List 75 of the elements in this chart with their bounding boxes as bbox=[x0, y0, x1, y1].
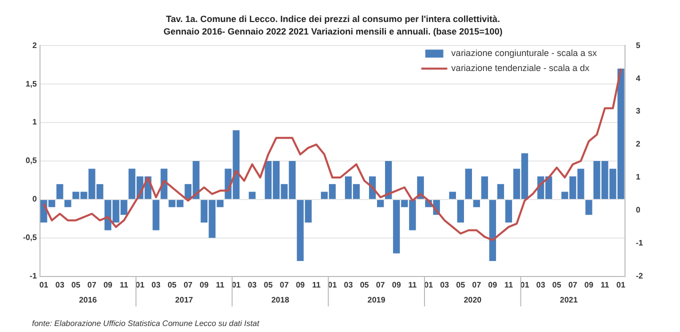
x-tick-label: 07 bbox=[472, 280, 482, 290]
x-tick-label: 11 bbox=[120, 280, 129, 290]
y-tick-label: 1,5 bbox=[26, 79, 38, 88]
y2-tick-label: 4 bbox=[636, 74, 641, 83]
x-tick-label: 03 bbox=[55, 280, 65, 290]
x-tick-label: 01 bbox=[136, 280, 145, 290]
x-tick-label: 07 bbox=[280, 280, 290, 290]
bar bbox=[465, 168, 472, 199]
text: 2019 bbox=[368, 296, 386, 305]
x-tick-label: 09 bbox=[296, 280, 306, 290]
text: 2016 bbox=[78, 296, 98, 305]
y-tick-label: 1 bbox=[32, 118, 38, 127]
chart-subtitle: Gennaio 2016- Gennaio 2022 2021 Variazioni mensili e annuali. (base 2015=100) bbox=[164, 26, 502, 37]
legend-label: variazione congiunturale - scala a sx bbox=[451, 48, 598, 58]
bar bbox=[64, 200, 72, 208]
x-tick-label: 09 bbox=[200, 280, 210, 290]
y2-tick-label: 1 bbox=[636, 172, 641, 182]
bar bbox=[56, 184, 64, 199]
y-tick-label: -0,5 bbox=[22, 233, 38, 242]
x-tick-label: 03 bbox=[344, 280, 354, 290]
x-tick-label: 05 bbox=[264, 280, 274, 290]
text: 2017 bbox=[175, 296, 194, 305]
bar bbox=[497, 184, 504, 199]
x-tick-label: 05 bbox=[456, 280, 466, 290]
bar bbox=[489, 200, 496, 262]
y2-tick-label: 3 bbox=[636, 106, 641, 116]
x-tick-label: 07 bbox=[87, 280, 97, 290]
x-tick-label: 11 bbox=[600, 280, 610, 290]
x-tick-label: 09 bbox=[584, 280, 594, 290]
y-tick-label: 2 bbox=[32, 40, 38, 50]
bar bbox=[248, 192, 256, 199]
chart-title: Tav. 1a. Comune di Lecco. Indice dei prezzi al consumo per l'intera collettività. bbox=[166, 14, 500, 24]
bar bbox=[377, 200, 384, 208]
x-tick-label: 01 bbox=[328, 280, 338, 290]
x-tick-label: 09 bbox=[488, 280, 498, 290]
x-tick-label: 03 bbox=[152, 280, 161, 290]
x-tick-label: 03 bbox=[440, 280, 450, 290]
y-tick-label: -1 bbox=[30, 272, 38, 281]
bar bbox=[481, 176, 488, 199]
x-tick-label: 01 bbox=[39, 280, 49, 290]
source-note: fonte: Elaborazione Ufficio Statistica Comune Lecco su dati Istat bbox=[32, 319, 260, 328]
text: 2020 bbox=[464, 296, 482, 305]
x-tick-label: 11 bbox=[408, 280, 418, 290]
bar bbox=[585, 200, 592, 215]
legend-label: variazione tendenziale - scala a dx bbox=[451, 63, 590, 74]
x-tick-label: 05 bbox=[552, 280, 562, 290]
bar bbox=[473, 200, 480, 208]
y-tick-label: 0,5 bbox=[26, 156, 38, 166]
x-tick-label: 07 bbox=[184, 280, 194, 290]
x-tick-label: 11 bbox=[216, 280, 225, 290]
y2-tick-label: 0 bbox=[636, 206, 641, 215]
x-tick-label: 05 bbox=[168, 280, 178, 290]
bar bbox=[505, 200, 512, 223]
x-tick-label: 09 bbox=[392, 280, 402, 290]
y2-tick-label: 5 bbox=[636, 40, 641, 50]
y2-tick-label: -2 bbox=[636, 272, 644, 281]
x-tick-label: 03 bbox=[248, 280, 258, 290]
bar bbox=[152, 200, 160, 230]
x-tick-label: 07 bbox=[376, 280, 386, 290]
text: 2018 bbox=[271, 296, 290, 305]
x-tick-label: 11 bbox=[312, 280, 322, 290]
y2-tick-label: 2 bbox=[636, 140, 641, 149]
x-tick-label: 01 bbox=[616, 280, 626, 290]
bar bbox=[457, 200, 464, 223]
bar bbox=[449, 192, 456, 199]
x-tick-label: 03 bbox=[536, 280, 546, 290]
x-tick-label: 05 bbox=[71, 280, 81, 290]
x-tick-label: 11 bbox=[504, 280, 514, 290]
x-tick-label: 09 bbox=[103, 280, 113, 290]
x-tick-label: 07 bbox=[568, 280, 578, 290]
y-tick-label: 0 bbox=[32, 194, 38, 204]
text: 2021 bbox=[560, 296, 578, 305]
x-tick-label: 05 bbox=[360, 280, 370, 290]
bar bbox=[385, 161, 392, 199]
y2-tick-label: -1 bbox=[636, 238, 644, 248]
